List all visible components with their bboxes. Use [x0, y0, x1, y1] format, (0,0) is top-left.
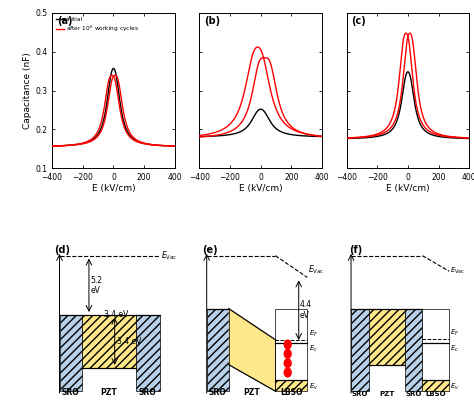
Text: 3.4 eV: 3.4 eV [104, 310, 128, 319]
Legend: Initial, after $10^6$ working cycles: Initial, after $10^6$ working cycles [55, 16, 140, 35]
Text: LBSO: LBSO [280, 388, 302, 397]
Text: (a): (a) [57, 16, 73, 26]
Polygon shape [369, 309, 405, 365]
Circle shape [284, 359, 291, 368]
Text: $E_{\mathrm{Vac}}$: $E_{\mathrm{Vac}}$ [161, 249, 178, 262]
Polygon shape [60, 315, 82, 391]
Polygon shape [422, 380, 449, 391]
Text: $E_F$: $E_F$ [309, 328, 318, 339]
X-axis label: E (kV/cm): E (kV/cm) [239, 184, 283, 193]
Text: SRO: SRO [209, 388, 227, 397]
Text: (c): (c) [352, 16, 366, 26]
Text: $E_F$: $E_F$ [450, 328, 460, 338]
Polygon shape [207, 309, 229, 391]
Y-axis label: Capacitance (nF): Capacitance (nF) [23, 52, 32, 129]
Circle shape [284, 368, 291, 377]
Text: $E_{\mathrm{Vac}}$: $E_{\mathrm{Vac}}$ [450, 266, 465, 276]
Text: $E_c$: $E_c$ [450, 344, 459, 354]
X-axis label: E (kV/cm): E (kV/cm) [91, 184, 135, 193]
Polygon shape [82, 315, 136, 368]
Text: PZT: PZT [244, 388, 261, 397]
Text: SRO: SRO [62, 388, 80, 397]
Text: (e): (e) [202, 245, 218, 255]
Text: SRO: SRO [405, 391, 422, 397]
Text: $E_v$: $E_v$ [309, 382, 318, 392]
Polygon shape [136, 315, 160, 391]
Text: PZT: PZT [100, 388, 117, 397]
Polygon shape [422, 309, 449, 380]
Polygon shape [405, 309, 422, 391]
Text: LBSO: LBSO [426, 391, 446, 397]
Polygon shape [275, 380, 307, 391]
Text: $E_{\mathrm{Vac}}$: $E_{\mathrm{Vac}}$ [308, 263, 324, 276]
Text: (f): (f) [349, 245, 362, 255]
Text: SRO: SRO [139, 388, 157, 397]
Text: 3.4 eV: 3.4 eV [117, 337, 141, 346]
Polygon shape [351, 309, 369, 391]
Circle shape [284, 349, 291, 358]
X-axis label: E (kV/cm): E (kV/cm) [386, 184, 430, 193]
Text: PZT: PZT [379, 391, 394, 397]
Text: 4.4
eV: 4.4 eV [300, 300, 312, 320]
Text: SRO: SRO [352, 391, 368, 397]
Text: (b): (b) [204, 16, 220, 26]
Text: $E_v$: $E_v$ [450, 382, 460, 392]
Circle shape [284, 340, 291, 349]
Polygon shape [229, 309, 275, 391]
Text: $E_c$: $E_c$ [309, 344, 318, 354]
Text: (d): (d) [55, 245, 71, 255]
Polygon shape [275, 309, 307, 380]
Text: 5.2
eV: 5.2 eV [91, 276, 103, 295]
